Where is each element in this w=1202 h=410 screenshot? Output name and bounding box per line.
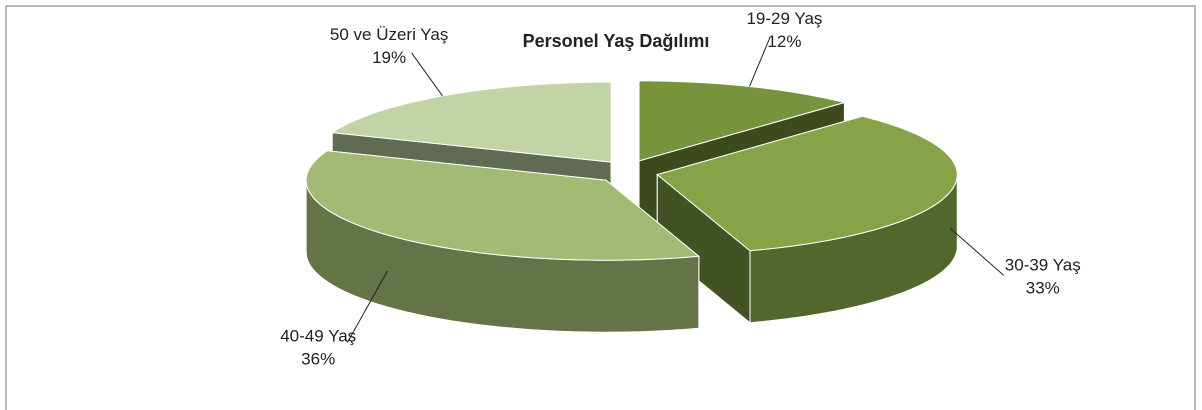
data-label-name: 50 ve Üzeri Yaş <box>330 25 448 44</box>
slice <box>638 80 847 162</box>
leader-line <box>411 52 443 97</box>
slice <box>656 115 958 324</box>
leader-line <box>346 270 388 343</box>
data-label-value: 36% <box>301 350 335 369</box>
data-label-name: 19-29 Yaş <box>746 9 822 28</box>
slice <box>305 150 701 333</box>
slice <box>656 115 958 252</box>
data-label-name: 40-49 Yaş <box>280 327 356 346</box>
data-label-value: 12% <box>767 32 801 51</box>
slice <box>305 150 701 261</box>
leader-line <box>949 227 1005 276</box>
data-label-name: 30-39 Yaş <box>1005 256 1081 275</box>
data-label-value: 19% <box>372 48 406 67</box>
leader-line <box>749 37 771 87</box>
data-label-value: 33% <box>1026 279 1060 298</box>
chart-title: Personel Yaş Dağılımı <box>523 31 710 51</box>
